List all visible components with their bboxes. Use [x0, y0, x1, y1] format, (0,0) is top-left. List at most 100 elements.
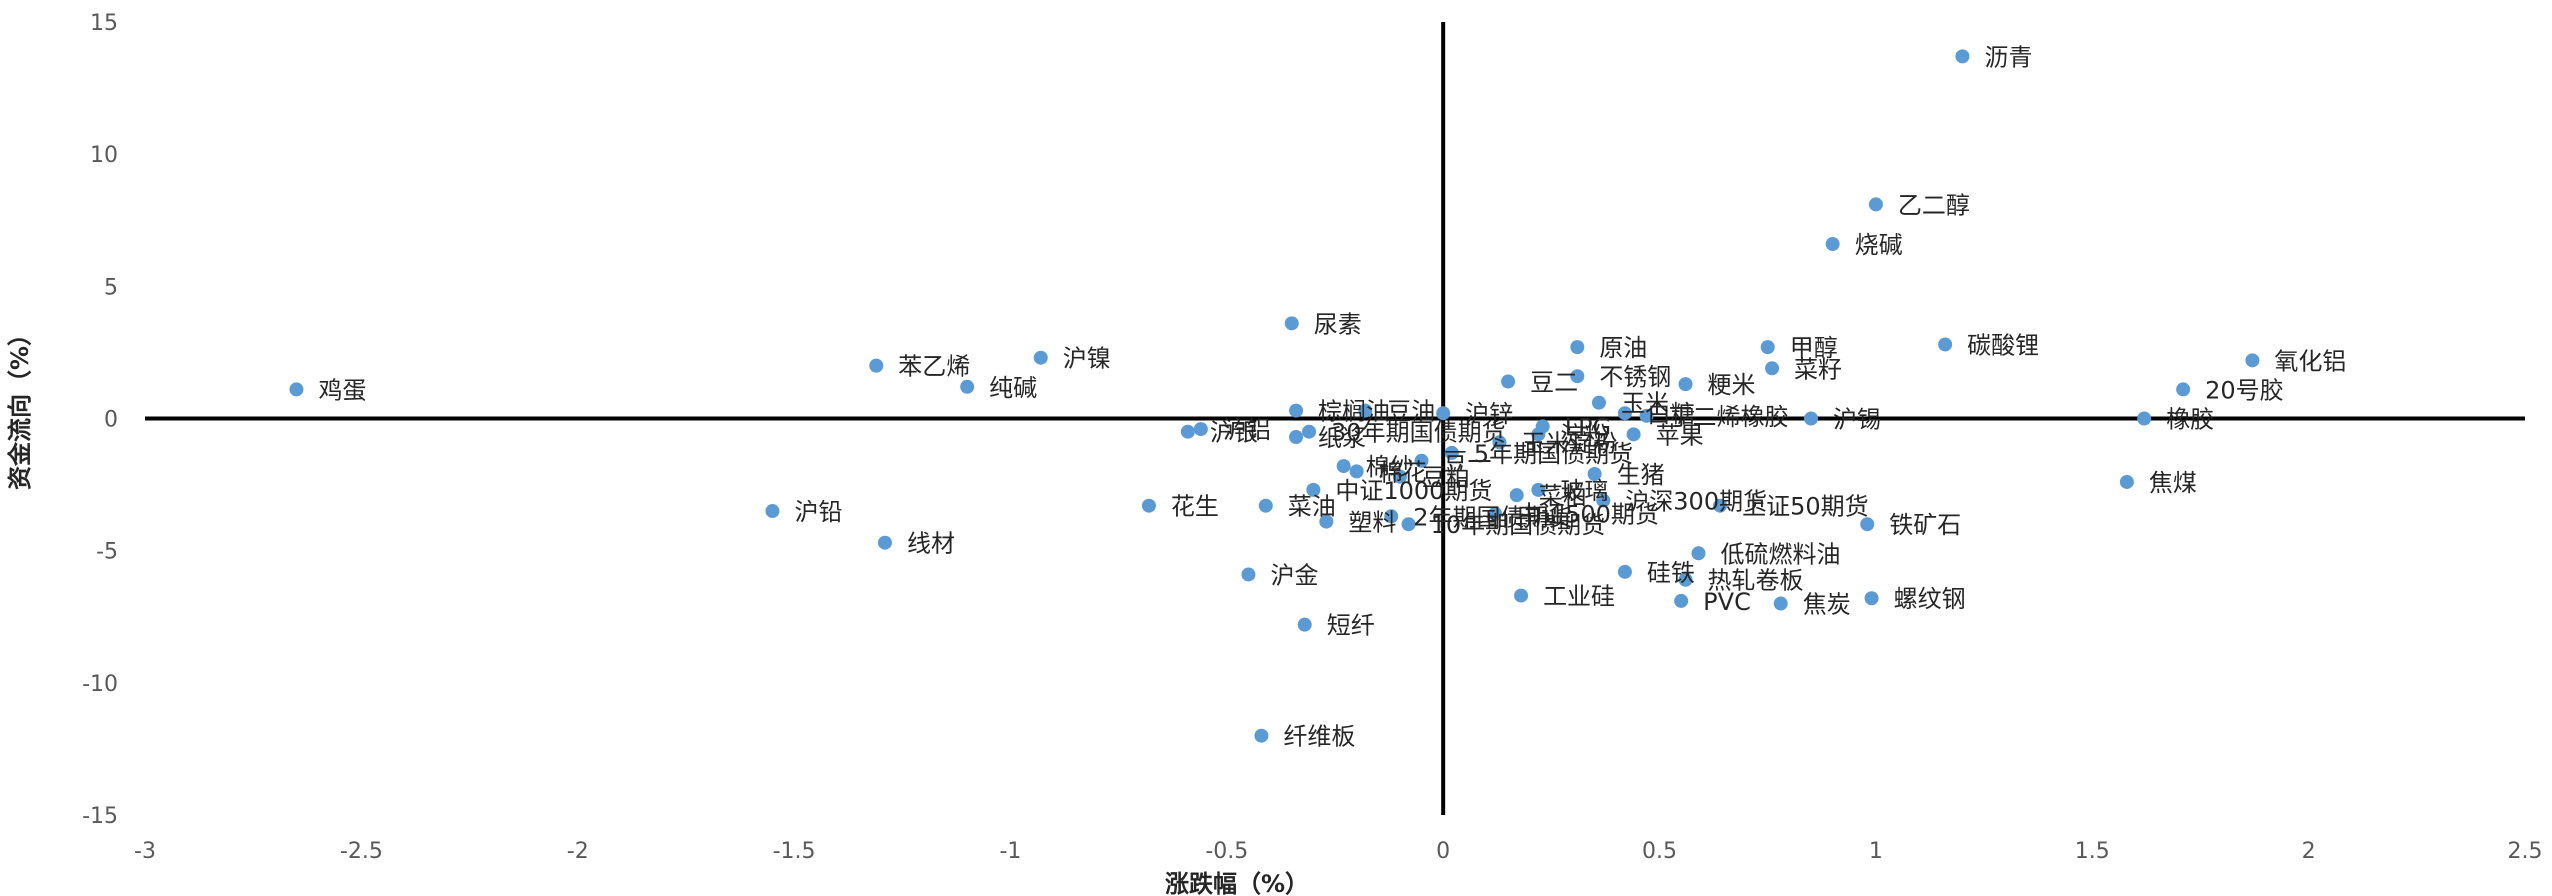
data-point-label: 沪银 [1210, 419, 1258, 447]
data-point [869, 358, 884, 373]
data-point [1864, 591, 1879, 606]
data-point [1297, 617, 1312, 632]
y-tick-label: 5 [104, 275, 118, 300]
data-point-label: 短纤 [1327, 612, 1375, 640]
y-tick-label: 10 [90, 143, 118, 168]
data-point-label: 中证500期货 [1517, 501, 1659, 529]
data-point [1531, 482, 1546, 497]
data-point [1319, 514, 1334, 529]
data-point-label: 不锈钢 [1599, 363, 1671, 391]
x-tick-label: -2.5 [340, 839, 383, 864]
x-tick-label: 1 [1869, 839, 1883, 864]
data-point-label: 焦煤 [2149, 469, 2197, 497]
data-point [2176, 382, 2191, 397]
data-point-label: 菜油 [1288, 493, 1336, 521]
data-point-label: 上证50期货 [1742, 493, 1869, 521]
data-point-label: 豆油 [1387, 398, 1435, 426]
data-point [1141, 498, 1156, 513]
data-points [289, 49, 2260, 743]
data-point-label: 乙二醇 [1898, 191, 1970, 219]
data-point [289, 382, 304, 397]
data-point-label: 硅铁 [1647, 559, 1695, 587]
x-tick-label: -1.5 [773, 839, 816, 864]
data-point-label: 碳酸锂 [1967, 331, 2039, 359]
data-point-label: 玻璃 [1560, 477, 1608, 505]
x-tick-label: 0 [1436, 839, 1450, 864]
data-point [1414, 453, 1429, 468]
data-point-label: 铁矿石 [1889, 511, 1961, 539]
x-tick-labels: -3 -2.5 -2 -1.5 -1 -0.5 0 0.5 1 1.5 2 2.5 [134, 839, 2542, 864]
data-point [1617, 564, 1632, 579]
data-point [1306, 482, 1321, 497]
data-point [1436, 406, 1451, 421]
data-point-label: 生猪 [1617, 461, 1665, 489]
data-point [1773, 596, 1788, 611]
data-point-label: 沪锡 [1833, 406, 1881, 434]
data-point [1289, 403, 1304, 418]
data-point [2137, 411, 2152, 426]
data-point-label: 5年期国债期货 [1474, 440, 1633, 468]
data-point [960, 379, 975, 394]
x-axis-title: 涨跌幅（%） [1165, 870, 1309, 896]
data-point-label: 原油 [1599, 334, 1647, 362]
data-point [1241, 567, 1256, 582]
data-point [1514, 588, 1529, 603]
data-point [1531, 427, 1546, 442]
x-tick-label: -3 [134, 839, 156, 864]
data-point-label: 纤维板 [1283, 723, 1355, 751]
data-point [1193, 422, 1208, 437]
data-point-label: 纸浆 [1318, 424, 1366, 452]
data-point-label: 花生 [1171, 493, 1219, 521]
data-point-label: 苯乙烯 [898, 353, 970, 381]
data-point-label: 10年期国债期货 [1431, 511, 1606, 539]
data-point-label: 塑料 [1348, 509, 1396, 537]
data-point [1955, 49, 1970, 64]
data-point [1713, 498, 1728, 513]
data-point-label: 工业硅 [1543, 583, 1615, 611]
data-point [1591, 395, 1606, 410]
data-point-label: 线材 [907, 530, 955, 558]
data-point [1804, 411, 1818, 426]
data-point-label: 鸡蛋 [318, 376, 366, 404]
data-point-label: 橡胶 [2166, 406, 2214, 434]
data-point-label: 棕榈油 [1318, 398, 1390, 426]
data-point [1336, 459, 1351, 474]
data-point [1860, 517, 1875, 532]
data-point [1401, 517, 1416, 532]
data-point [1868, 197, 1883, 212]
data-point-label: LPG [1565, 413, 1611, 441]
data-point [877, 535, 892, 550]
y-tick-label: -15 [82, 804, 118, 829]
data-point-label: 菜粕 [1539, 482, 1587, 510]
data-point [1488, 506, 1503, 521]
y-tick-label: -10 [82, 672, 118, 697]
y-tick-label: 0 [104, 408, 118, 433]
data-point [1509, 488, 1524, 503]
data-point [1258, 498, 1273, 513]
data-point-label: 沥青 [1984, 43, 2032, 71]
data-point-label: 沪铝 [1223, 416, 1271, 444]
data-point [1674, 593, 1689, 608]
data-point [1492, 435, 1507, 450]
y-tick-labels: 15 10 5 0 -5 -10 -15 [82, 11, 118, 829]
data-point-label: 粳米 [1708, 371, 1756, 399]
data-point [765, 504, 780, 519]
x-tick-label: 0.5 [1642, 839, 1677, 864]
data-point [1587, 467, 1602, 482]
data-point [1444, 445, 1459, 460]
data-point [1678, 377, 1693, 392]
data-point-label: 30年期国债期货 [1331, 419, 1506, 447]
data-point-label: 棉花 [1379, 458, 1427, 486]
data-point-label: 螺纹钢 [1894, 585, 1966, 613]
data-point-label: 中证1000期货 [1335, 477, 1492, 505]
data-point [1254, 728, 1269, 743]
data-point [1760, 340, 1775, 355]
data-point-label: 氧化铝 [2274, 347, 2346, 375]
data-point-label: 低硫燃料油 [1720, 540, 1840, 568]
data-point-label: 烧碱 [1855, 231, 1903, 259]
data-point-label: 豆粕 [1422, 464, 1470, 492]
x-tick-label: 1.5 [2075, 839, 2110, 864]
data-point-label: 20号胶 [2205, 376, 2284, 404]
data-point [1392, 469, 1407, 484]
